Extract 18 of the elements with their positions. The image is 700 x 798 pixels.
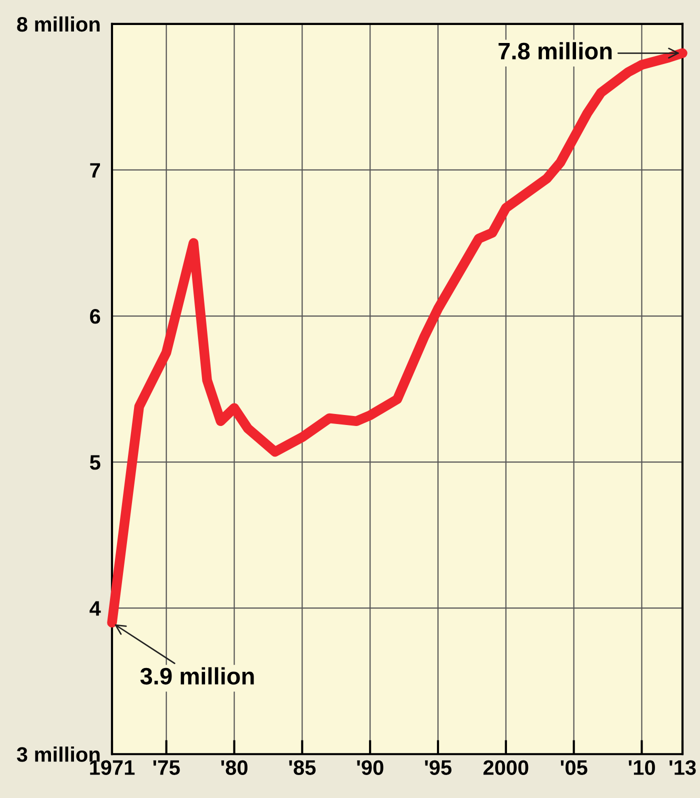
x-tick-label: '85 bbox=[289, 760, 316, 775]
x-tick-label: '95 bbox=[425, 760, 452, 775]
y-tick-label: 7 bbox=[90, 163, 100, 178]
x-tick-label: 2000 bbox=[483, 760, 528, 775]
x-tick-label: 1971 bbox=[90, 760, 135, 775]
y-tick-label: 6 bbox=[90, 309, 100, 324]
x-tick-label: '05 bbox=[560, 760, 588, 775]
x-tick-label: '10 bbox=[628, 760, 655, 775]
x-tick-label: '80 bbox=[221, 760, 248, 775]
y-tick-label: 3 million bbox=[16, 746, 100, 762]
x-tick-label: '75 bbox=[153, 760, 180, 775]
y-tick-label: 8 million bbox=[17, 16, 100, 32]
annotation: 3.9 million bbox=[140, 667, 254, 685]
annotation: 7.8 million bbox=[498, 42, 612, 60]
x-tick-label: '90 bbox=[357, 760, 384, 775]
y-tick-label: 4 bbox=[90, 601, 101, 616]
y-tick-label: 5 bbox=[90, 455, 100, 470]
x-tick-label: '13 bbox=[670, 760, 696, 775]
